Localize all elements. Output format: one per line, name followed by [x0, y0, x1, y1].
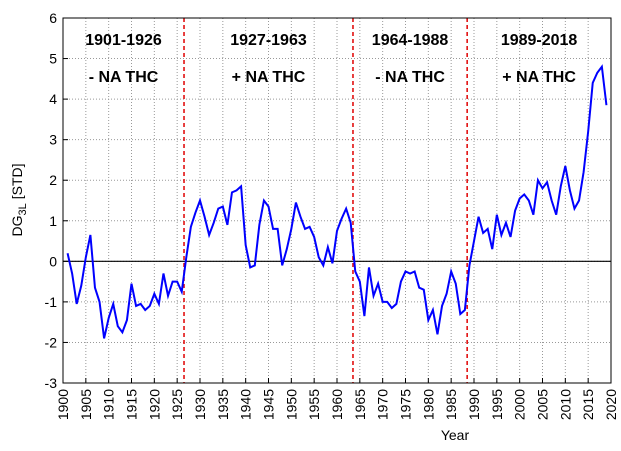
x-tick-label: 1990: [466, 389, 482, 420]
x-tick-label: 1980: [420, 389, 436, 420]
x-tick-label: 1915: [124, 389, 140, 420]
y-tick-label: 6: [49, 10, 57, 26]
y-tick-label: 3: [49, 132, 57, 148]
x-tick-label: 2000: [512, 389, 528, 420]
x-tick-label: 1985: [443, 389, 459, 420]
y-label-unit: [STD]: [9, 163, 25, 199]
plot-frame: [62, 17, 612, 384]
x-tick-label: 1910: [101, 389, 117, 420]
period-label: 1927-1963: [230, 32, 307, 49]
period-label: 1964-1988: [372, 32, 449, 49]
x-tick-label: 1950: [283, 389, 299, 420]
x-tick-label: 2015: [580, 389, 596, 420]
y-tick-label: 5: [49, 51, 57, 67]
x-tick-label: 1960: [329, 389, 345, 420]
x-tick-label: 1905: [78, 389, 94, 420]
y-label-sub: 3L: [17, 203, 29, 215]
y-tick-label: 2: [49, 172, 57, 188]
x-tick-label: 2005: [535, 389, 551, 420]
x-tick-label: 1955: [306, 389, 322, 420]
x-tick-label: 1945: [261, 389, 277, 420]
x-tick-label: 1900: [55, 389, 71, 420]
x-tick-label: 1975: [398, 389, 414, 420]
data-line: [66, 64, 608, 339]
phase-label: + NA THC: [232, 69, 306, 86]
y-tick-label: -1: [45, 294, 58, 310]
period-label: 1901-1926: [85, 32, 162, 49]
phase-label: + NA THC: [502, 69, 576, 86]
x-tick-label: 1940: [238, 389, 254, 420]
x-tick-label: 1965: [352, 389, 368, 420]
phase-label: - NA THC: [375, 69, 445, 86]
x-tick-label: 1925: [169, 389, 185, 420]
y-tick-label: -3: [45, 375, 58, 391]
y-tick-label: 0: [49, 253, 57, 269]
x-tick-label: 2020: [603, 389, 619, 420]
x-tick-label: 1995: [489, 389, 505, 420]
x-tick-label: 1970: [375, 389, 391, 420]
x-axis-label: Year: [441, 427, 470, 443]
phase-label: - NA THC: [89, 69, 159, 86]
period-label: 1989-2018: [501, 32, 578, 49]
y-tick-label: 4: [49, 91, 57, 107]
y-label-main: DG: [9, 216, 25, 237]
x-tick-label: 1935: [215, 389, 231, 420]
x-tick-label: 1930: [192, 389, 208, 420]
y-axis-label: DG3L [STD]: [9, 163, 29, 236]
y-tick-label: -2: [45, 334, 58, 350]
x-tick-label: 2010: [557, 389, 573, 420]
y-tick-label: 1: [49, 213, 57, 229]
x-tick-label: 1920: [146, 389, 162, 420]
